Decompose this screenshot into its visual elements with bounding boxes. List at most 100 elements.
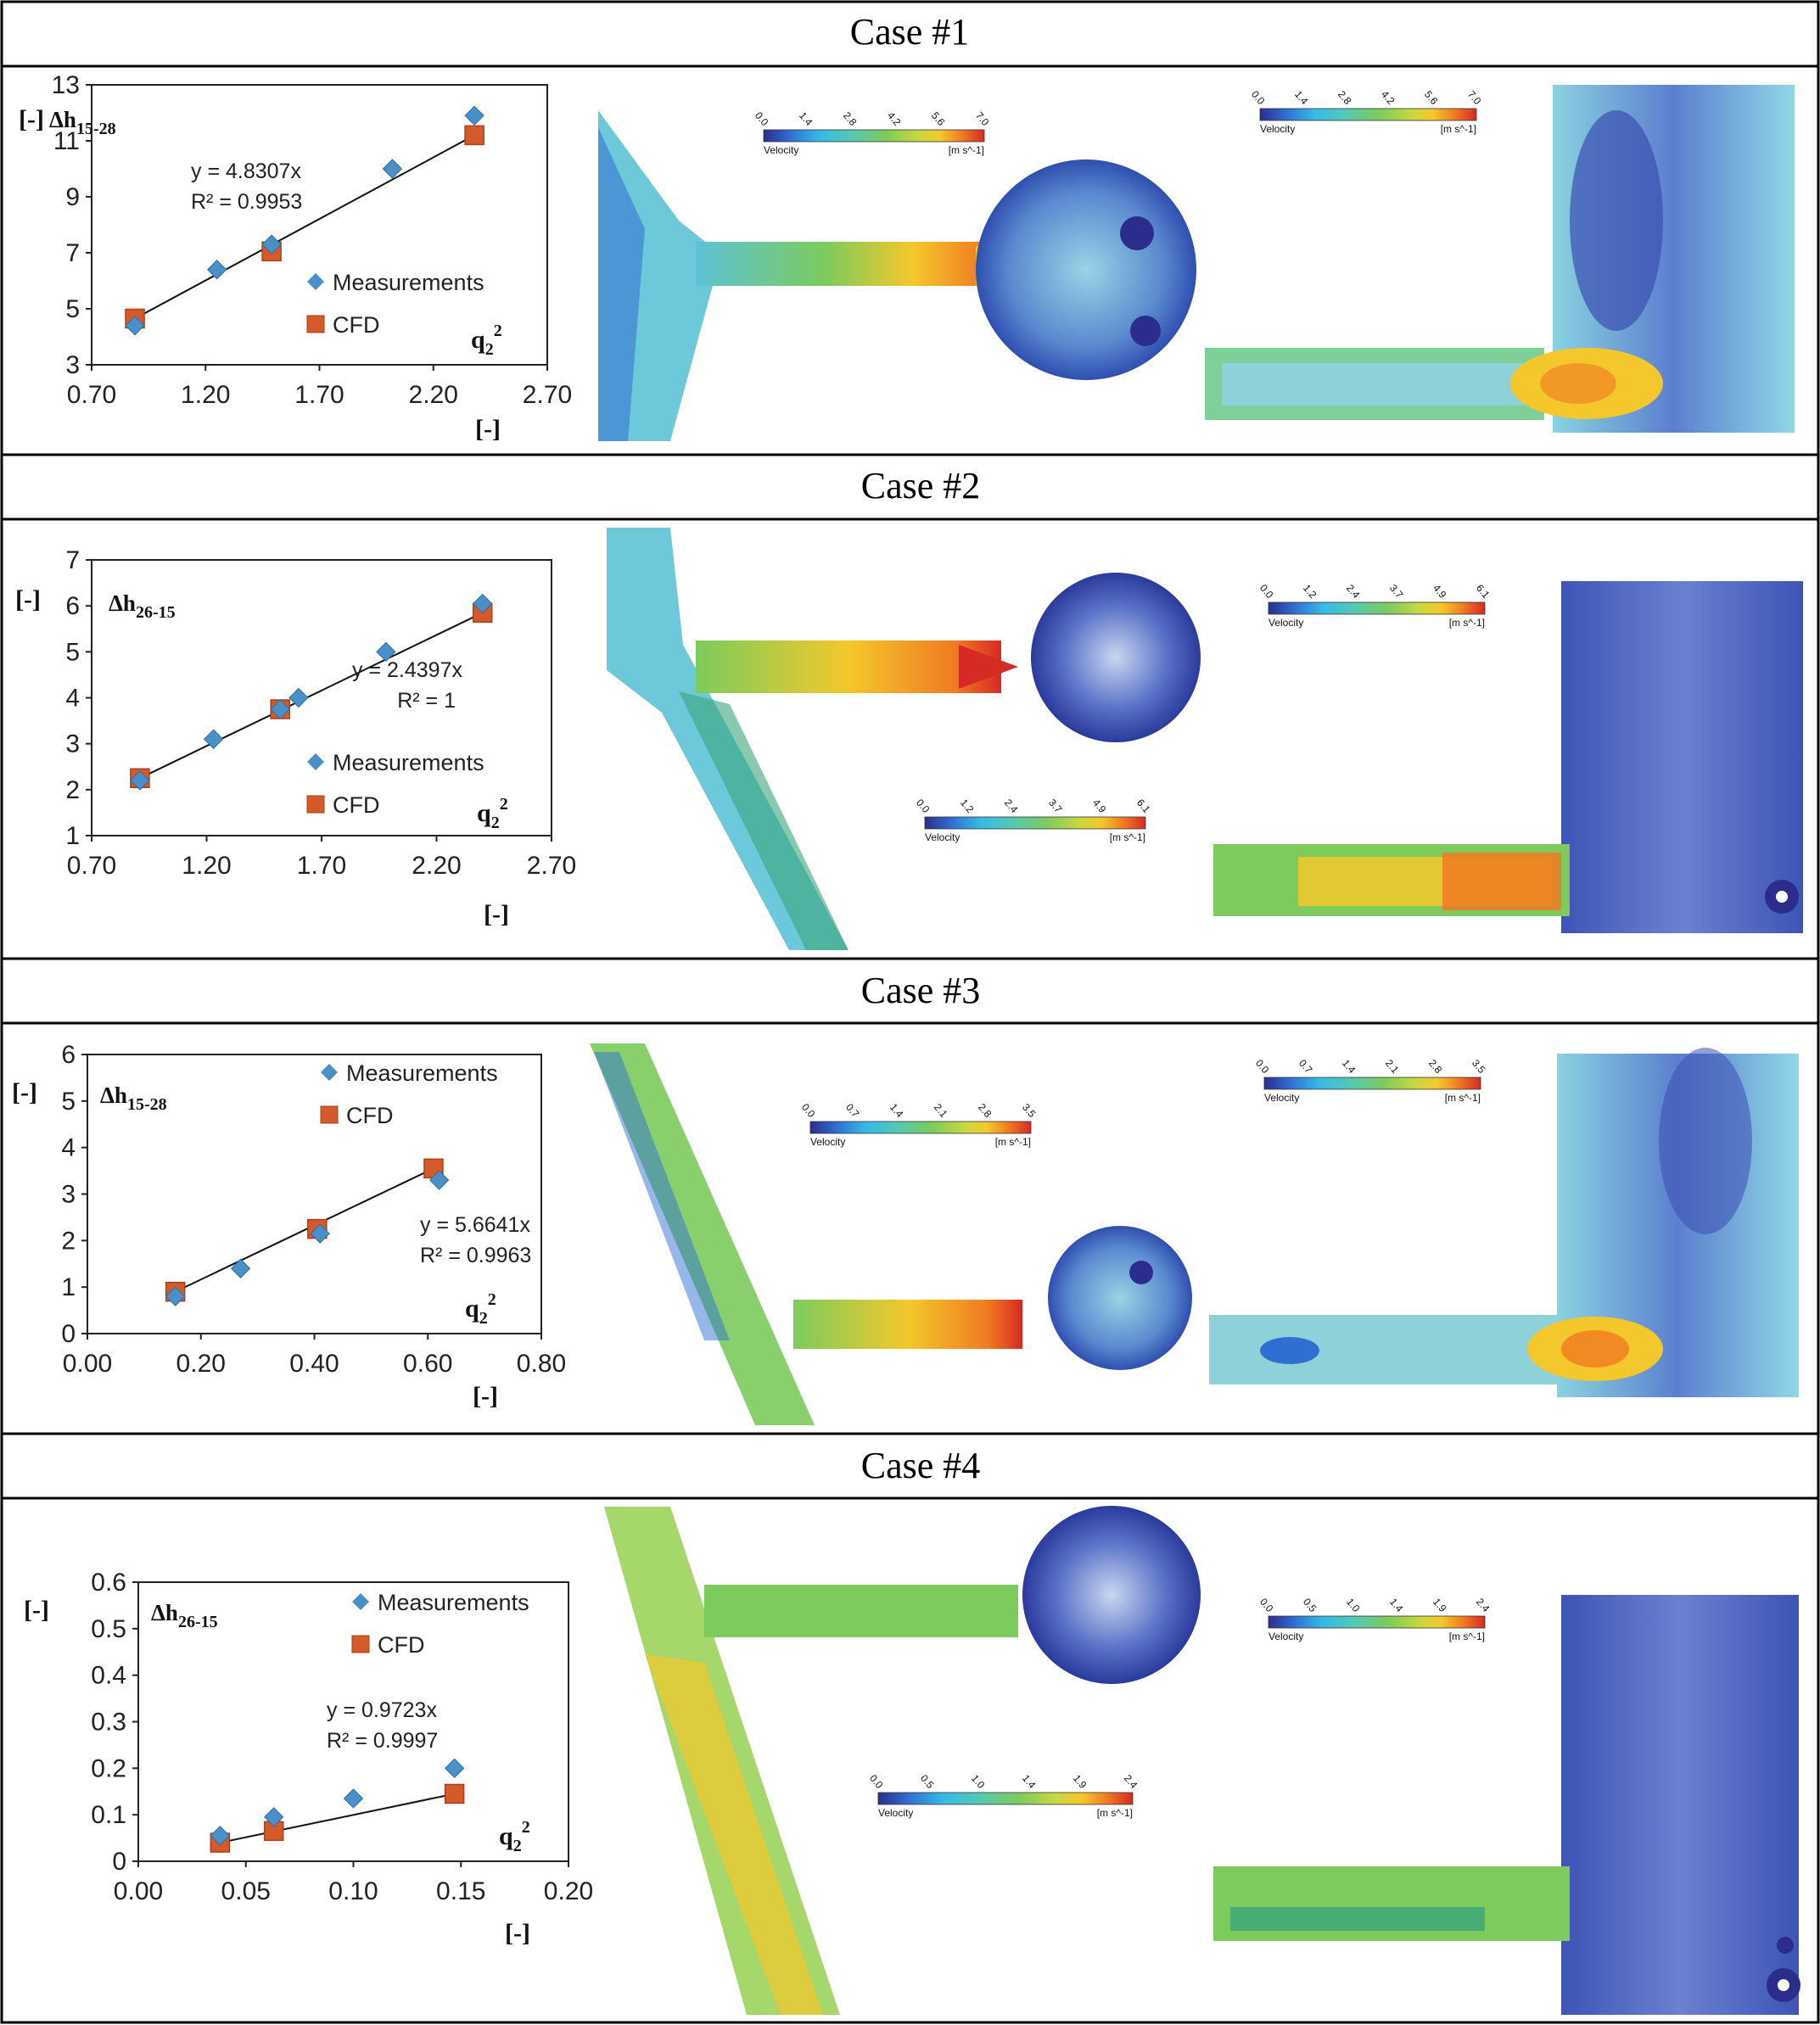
case-1-title: Case #1 [850, 11, 970, 53]
x-tick-label: 1.70 [297, 852, 346, 880]
case-1-header-box [0, 0, 1820, 68]
y-tick-label: 13 [52, 71, 80, 99]
x-variable-name: q22 [477, 795, 508, 832]
legend-cfd: CFD [346, 1103, 394, 1128]
colorbar-unit: [m s^-1] [995, 1136, 1031, 1148]
x-variable-main: q [471, 326, 485, 354]
case-2-header-box [0, 453, 1820, 521]
colorbar-gradient [763, 129, 985, 143]
legend-measurements: Measurements [333, 750, 484, 775]
y-tick-label: 6 [65, 592, 80, 620]
x-variable-sup: 2 [488, 1290, 496, 1309]
measurement-point [203, 729, 224, 749]
x-axis-label: [-] [473, 1382, 498, 1410]
y-axis-title: Δh26-15 [109, 590, 176, 622]
colorbar-title: Velocity [764, 144, 798, 156]
x-tick-label: 0.05 [221, 1877, 271, 1905]
colorbar-gradient [924, 816, 1146, 830]
y-tick-label: 9 [65, 183, 80, 211]
legend-measurements: Measurements [346, 1060, 498, 1086]
x-variable-sub: 2 [479, 1309, 488, 1328]
case-2-cfd-top-view [607, 528, 1201, 950]
x-tick-label: 1.20 [182, 852, 231, 880]
legend-measurements: Measurements [333, 270, 484, 295]
x-tick-label: 1.20 [181, 381, 230, 409]
measurement-point [125, 316, 145, 336]
measurement-point [270, 699, 290, 719]
legend-cfd-marker [351, 1635, 370, 1653]
y-tick-label: 3 [61, 1181, 76, 1209]
colorbar-gradient [1268, 1615, 1486, 1629]
measurement-point [376, 641, 396, 663]
case-3-panel: Case #3 0.00 0.20 0.40 0.60 0.80 0 1 2 3 4 5 6 [-] Δh… [0, 957, 1820, 1435]
x-axis-label: [-] [475, 415, 501, 443]
fit-line [175, 1167, 434, 1293]
y-tick-label: 0 [112, 1848, 126, 1876]
measurement-point [130, 770, 150, 791]
x-tick-label: 2.70 [523, 381, 572, 409]
x-variable-sup: 2 [522, 1818, 530, 1837]
y-tick-label: 0.6 [91, 1569, 126, 1597]
y-tick-label: 4 [61, 1134, 76, 1162]
fit-equation: y = 4.8307x [191, 159, 301, 183]
case-3-title: Case #3 [861, 970, 981, 1011]
legend-measurement-marker [352, 1593, 369, 1610]
y-tick-label: 0.4 [91, 1662, 126, 1690]
y-tick-label: 3 [65, 730, 80, 758]
x-tick-label: 0.10 [328, 1877, 378, 1905]
x-tick-label: 0.20 [176, 1350, 226, 1378]
y-tick-label: 5 [61, 1088, 76, 1116]
x-tick-label: 0.60 [403, 1350, 452, 1378]
case-4-panel: Case #4 0.00 0.05 0.10 0.15 0.2000.10.20.30.… [0, 1432, 1820, 2024]
colorbar-unit: [m s^-1] [1449, 617, 1485, 629]
fit-equation: y = 2.4397x [352, 658, 462, 682]
y-tick-label: 5 [65, 638, 80, 666]
cfd-point [464, 125, 484, 146]
y-axis-label: [-] [24, 1596, 49, 1624]
colorbar-unit: [m s^-1] [949, 144, 984, 156]
x-tick-label: 0.20 [544, 1877, 593, 1905]
legend-cfd-marker [306, 315, 325, 333]
fit-r-squared: R² = 0.9963 [420, 1244, 531, 1267]
y-axis-title-sub: 15-28 [76, 120, 116, 138]
legend-measurement-marker [307, 753, 324, 770]
y-axis-title-main: Δh [49, 107, 76, 132]
measurement-point [472, 593, 493, 614]
x-variable-sub: 2 [513, 1837, 522, 1855]
x-tick-label: 2.70 [527, 852, 576, 880]
y-tick-label: 7 [65, 546, 80, 574]
y-tick-label: 5 [65, 295, 80, 323]
case-2-cfd-side-view [1213, 581, 1803, 933]
y-tick-label: 1 [65, 822, 80, 850]
y-tick-label: 2 [61, 1227, 76, 1255]
y-axis-label: [-] [19, 105, 44, 133]
fit-line [139, 612, 484, 780]
colorbar-unit: [m s^-1] [1097, 1807, 1133, 1819]
case-4-cfd-top-view [604, 1506, 1201, 2015]
legend-cfd-marker [306, 795, 325, 814]
case-2-panel: Case #2 0.70 1.20 1.70 2.20 2.70 1 2 3 4 5 6 7 [-] Δh… [0, 453, 1820, 960]
x-variable-sub: 2 [491, 814, 500, 832]
fit-line [134, 134, 475, 320]
y-axis-title-main: Δh [109, 590, 136, 616]
x-tick-label: 0.70 [67, 381, 116, 409]
colorbar-gradient [877, 1792, 1134, 1805]
legend-cfd-marker [320, 1105, 339, 1124]
x-variable-main: q [499, 1822, 513, 1850]
x-tick-label: 2.20 [412, 852, 461, 880]
fit-equation: y = 0.9723x [327, 1698, 437, 1722]
colorbar-title: Velocity [810, 1136, 845, 1148]
y-axis-title-main: Δh [100, 1082, 127, 1108]
y-tick-label: 0 [61, 1320, 76, 1348]
y-tick-label: 2 [65, 776, 80, 804]
colorbar-title: Velocity [1268, 617, 1303, 629]
measurement-point [444, 1758, 465, 1779]
y-axis-title-sub: 26-15 [178, 1613, 218, 1631]
x-tick-label: 0.00 [114, 1877, 163, 1905]
case-4-title: Case #4 [861, 1445, 981, 1486]
x-axis-label: [-] [484, 900, 509, 928]
